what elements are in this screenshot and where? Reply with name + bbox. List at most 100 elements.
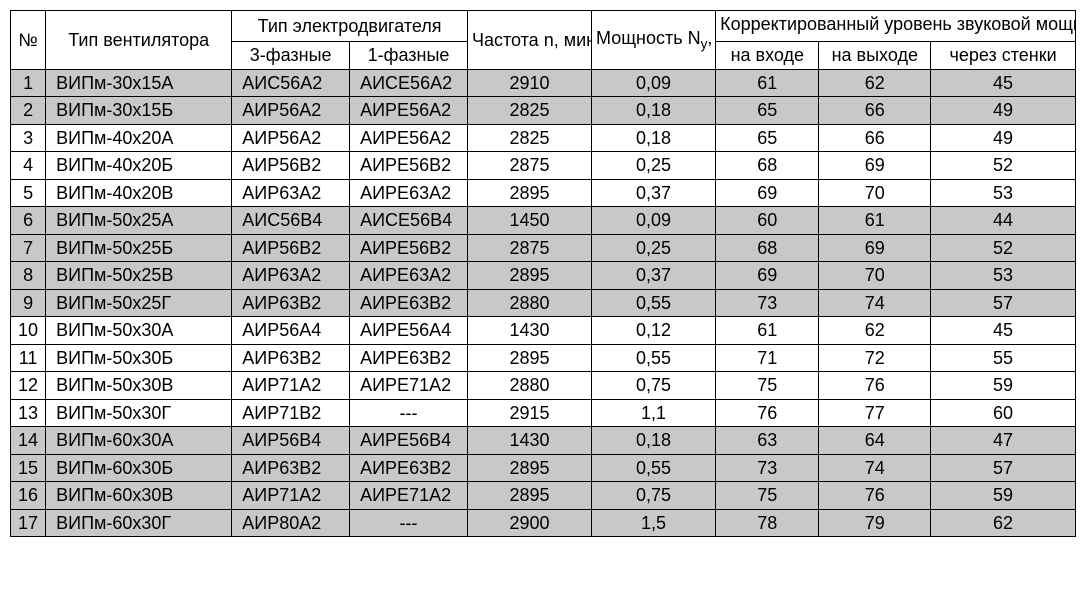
table-cell: --- <box>350 399 468 427</box>
table-cell: 0,18 <box>592 427 716 455</box>
table-cell: 69 <box>716 179 819 207</box>
table-cell: 13 <box>11 399 46 427</box>
table-cell: 14 <box>11 427 46 455</box>
table-cell: АИРЕ56В4 <box>350 427 468 455</box>
table-cell: АИР56В2 <box>232 152 350 180</box>
table-cell: ВИПм-50х30В <box>46 372 232 400</box>
table-cell: АИРЕ63В2 <box>350 344 468 372</box>
table-cell: ВИПм-50х25Г <box>46 289 232 317</box>
table-cell: 2900 <box>467 509 591 537</box>
table-cell: 73 <box>716 289 819 317</box>
table-cell: 77 <box>819 399 931 427</box>
table-row: 2ВИПм-30х15БАИР56А2АИРЕ56А228250,1865664… <box>11 97 1076 125</box>
table-cell: ВИПм-60х30В <box>46 482 232 510</box>
table-cell: 52 <box>931 152 1076 180</box>
table-cell: 2 <box>11 97 46 125</box>
table-cell: 70 <box>819 179 931 207</box>
table-cell: АИРЕ56В2 <box>350 234 468 262</box>
table-cell: 2895 <box>467 344 591 372</box>
table-cell: 11 <box>11 344 46 372</box>
table-cell: ВИПм-40х20Б <box>46 152 232 180</box>
table-cell: АИР71В2 <box>232 399 350 427</box>
table-cell: 68 <box>716 234 819 262</box>
table-cell: 2895 <box>467 179 591 207</box>
table-cell: АИСЕ56А2 <box>350 69 468 97</box>
table-cell: 47 <box>931 427 1076 455</box>
table-cell: 2875 <box>467 152 591 180</box>
table-cell: ВИПм-30х15А <box>46 69 232 97</box>
table-cell: 45 <box>931 69 1076 97</box>
table-cell: 0,25 <box>592 152 716 180</box>
table-cell: АИРЕ71А2 <box>350 372 468 400</box>
table-cell: 78 <box>716 509 819 537</box>
table-cell: 2825 <box>467 97 591 125</box>
table-cell: 4 <box>11 152 46 180</box>
table-cell: 0,75 <box>592 482 716 510</box>
table-cell: 44 <box>931 207 1076 235</box>
table-cell: 1,5 <box>592 509 716 537</box>
table-row: 4ВИПм-40х20БАИР56В2АИРЕ56В228750,2568695… <box>11 152 1076 180</box>
table-row: 6ВИПм-50х25ААИС56В4АИСЕ56В414500,0960614… <box>11 207 1076 235</box>
table-cell: 2825 <box>467 124 591 152</box>
table-cell: 71 <box>716 344 819 372</box>
table-cell: 2915 <box>467 399 591 427</box>
table-cell: 69 <box>716 262 819 290</box>
table-cell: ВИПм-50х25А <box>46 207 232 235</box>
table-cell: 57 <box>931 289 1076 317</box>
table-body: 1ВИПм-30х15ААИС56А2АИСЕ56А229100,0961624… <box>11 69 1076 537</box>
table-cell: 69 <box>819 152 931 180</box>
table-cell: ВИПм-40х20А <box>46 124 232 152</box>
table-cell: ВИПм-40х20В <box>46 179 232 207</box>
table-cell: 49 <box>931 97 1076 125</box>
table-cell: 65 <box>716 124 819 152</box>
table-cell: 5 <box>11 179 46 207</box>
table-cell: 17 <box>11 509 46 537</box>
table-cell: 70 <box>819 262 931 290</box>
table-cell: 79 <box>819 509 931 537</box>
table-cell: 8 <box>11 262 46 290</box>
table-cell: АИРЕ56А4 <box>350 317 468 345</box>
table-cell: 55 <box>931 344 1076 372</box>
table-cell: 2910 <box>467 69 591 97</box>
table-cell: 2880 <box>467 372 591 400</box>
table-cell: АИР56В4 <box>232 427 350 455</box>
table-cell: 60 <box>931 399 1076 427</box>
table-cell: 0,12 <box>592 317 716 345</box>
table-cell: 62 <box>819 69 931 97</box>
col-header-sound-level: Корректированный уровень звуковой мощнос… <box>716 11 1076 42</box>
table-cell: АИРЕ63А2 <box>350 179 468 207</box>
table-cell: 76 <box>716 399 819 427</box>
table-cell: АИР56А4 <box>232 317 350 345</box>
table-row: 8ВИПм-50х25ВАИР63А2АИРЕ63А228950,3769705… <box>11 262 1076 290</box>
table-row: 15ВИПм-60х30БАИР63В2АИРЕ63В228950,557374… <box>11 454 1076 482</box>
table-cell: ВИПм-50х25Б <box>46 234 232 262</box>
table-row: 16ВИПм-60х30ВАИР71А2АИРЕ71А228950,757576… <box>11 482 1076 510</box>
table-cell: АИР71А2 <box>232 372 350 400</box>
table-cell: ВИПм-60х30Б <box>46 454 232 482</box>
table-cell: 10 <box>11 317 46 345</box>
col-header-frequency: Частота n, мин-1 <box>467 11 591 70</box>
table-cell: 1,1 <box>592 399 716 427</box>
table-cell: 9 <box>11 289 46 317</box>
table-cell: 0,18 <box>592 124 716 152</box>
table-row: 13ВИПм-50х30ГАИР71В2---29151,1767760 <box>11 399 1076 427</box>
table-cell: 2880 <box>467 289 591 317</box>
col-header-fan-type: Тип вентилятора <box>46 11 232 70</box>
table-cell: 3 <box>11 124 46 152</box>
table-cell: 0,37 <box>592 179 716 207</box>
table-cell: ВИПм-50х30А <box>46 317 232 345</box>
table-row: 17ВИПм-60х30ГАИР80А2---29001,5787962 <box>11 509 1076 537</box>
table-cell: 52 <box>931 234 1076 262</box>
table-row: 9ВИПм-50х25ГАИР63В2АИРЕ63В228800,5573745… <box>11 289 1076 317</box>
fan-spec-table: № Тип вентилятора Тип электродвигателя Ч… <box>10 10 1076 537</box>
table-cell: 60 <box>716 207 819 235</box>
table-cell: ВИПм-50х30Б <box>46 344 232 372</box>
col-header-sound-walls: через стенки <box>931 42 1076 70</box>
table-cell: 0,25 <box>592 234 716 262</box>
table-cell: 66 <box>819 97 931 125</box>
table-row: 12ВИПм-50х30ВАИР71А2АИРЕ71А228800,757576… <box>11 372 1076 400</box>
table-cell: 62 <box>931 509 1076 537</box>
table-cell: 0,18 <box>592 97 716 125</box>
table-cell: 45 <box>931 317 1076 345</box>
table-cell: ВИПм-50х25В <box>46 262 232 290</box>
